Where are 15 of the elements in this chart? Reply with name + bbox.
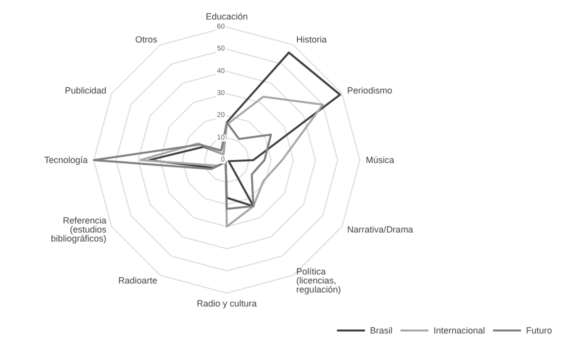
spoke-label: Historia bbox=[296, 34, 327, 45]
spoke-label: Música bbox=[366, 155, 394, 166]
legend-label: Futuro bbox=[526, 326, 552, 336]
spoke-label: Política (licencias, regulación) bbox=[296, 266, 341, 294]
legend-label: Internacional bbox=[433, 326, 485, 336]
spoke-label: Radioarte bbox=[118, 275, 158, 286]
spoke-label: Narrativa/Drama bbox=[347, 224, 414, 235]
spoke-label: Radio y cultura bbox=[196, 298, 257, 309]
legend-label: Brasil bbox=[370, 326, 392, 336]
spoke-label: Periodismo bbox=[347, 86, 392, 96]
spoke-label: Educación bbox=[206, 12, 248, 22]
spoke-label: Otros bbox=[135, 34, 158, 45]
spoke-label: Tecnología bbox=[44, 155, 88, 166]
spoke-label: Publicidad bbox=[64, 86, 106, 96]
spoke-label: Referencia (estudios bibliográficos) bbox=[50, 216, 107, 244]
